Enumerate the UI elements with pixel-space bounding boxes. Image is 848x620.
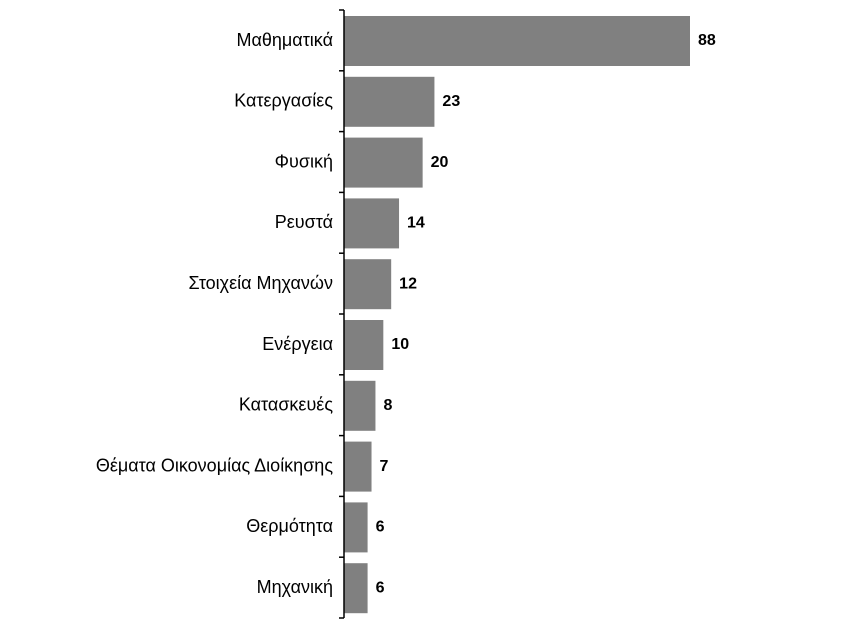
- bar: [344, 380, 376, 431]
- category-label: Κατασκευές: [239, 395, 333, 415]
- category-label: Μαθηματικά: [237, 30, 334, 50]
- value-label: 14: [407, 215, 425, 232]
- value-label: 7: [380, 458, 389, 475]
- bar: [344, 259, 392, 310]
- bar: [344, 198, 400, 249]
- category-label: Στοιχεία Μηχανών: [189, 273, 333, 293]
- bar: [344, 76, 435, 127]
- value-label: 88: [698, 32, 716, 49]
- value-label: 10: [391, 336, 409, 353]
- category-label: Θερμότητα: [246, 516, 333, 536]
- value-label: 6: [376, 579, 385, 596]
- category-label: Μηχανική: [257, 577, 333, 597]
- category-label: Θέματα Οικονομίας Διοίκησης: [96, 455, 333, 475]
- bar: [344, 563, 368, 614]
- value-label: 8: [383, 397, 392, 414]
- value-label: 12: [399, 275, 417, 292]
- bar: [344, 441, 372, 492]
- bar: [344, 320, 384, 370]
- value-label: 23: [442, 93, 460, 110]
- category-label: Κατεργασίες: [234, 91, 333, 111]
- bar: [344, 137, 423, 188]
- value-label: 20: [431, 154, 449, 171]
- bar: [344, 502, 368, 553]
- value-label: 6: [376, 519, 385, 536]
- category-label: Ρευστά: [275, 212, 333, 232]
- bar: [344, 16, 690, 66]
- category-label: Ενέργεια: [262, 334, 333, 354]
- category-label: Φυσική: [275, 151, 333, 171]
